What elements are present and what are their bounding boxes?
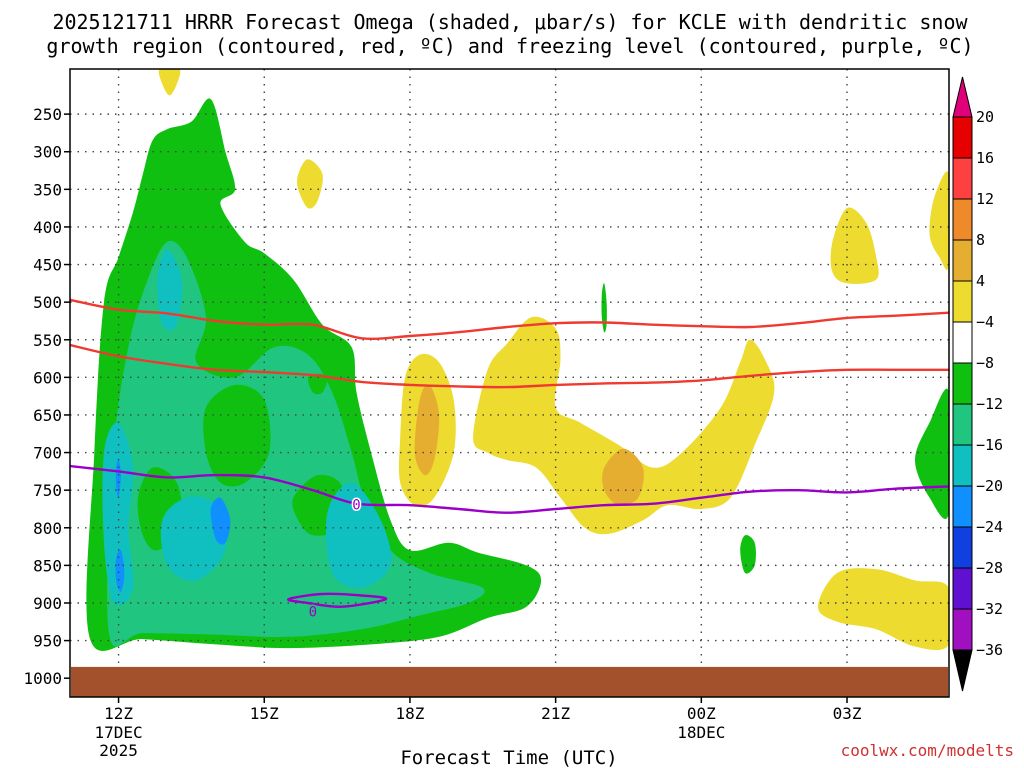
- freezing-level-loop: [287, 592, 388, 608]
- yellow-large: [473, 316, 775, 535]
- y-tick-label-300: 300: [33, 143, 62, 162]
- x-tick-label-03Z: 03Z: [833, 704, 862, 723]
- x-tick-label-21Z: 21Z: [541, 704, 570, 723]
- freezing-level-label: 0: [352, 498, 360, 514]
- colorbar-swatch-4: [952, 280, 973, 323]
- colorbar-label-8: −16: [976, 436, 1003, 454]
- colorbar-bottom-arrow: [952, 649, 973, 692]
- x-tick-label-18Z: 18Z: [395, 704, 424, 723]
- green-hole-1: [203, 384, 271, 487]
- colorbar-label-6: −8: [976, 354, 994, 372]
- cyan-3: [325, 482, 392, 589]
- colorbar-swatch-11: [952, 567, 973, 610]
- y-tick-label-400: 400: [33, 218, 62, 237]
- cyan-4: [102, 422, 134, 606]
- x-axis-title: Forecast Time (UTC): [400, 747, 617, 768]
- colorbar-top-arrow: [952, 76, 973, 118]
- freezing-loop-label: 0: [309, 605, 317, 621]
- y-tick-label-600: 600: [33, 368, 62, 387]
- temperature-contours: 00: [70, 298, 949, 622]
- colorbar-label-3: 8: [976, 231, 985, 249]
- y-tick-label-900: 900: [33, 594, 62, 613]
- colorbar-swatch-2: [952, 198, 973, 241]
- colorbar-label-2: 12: [976, 190, 994, 208]
- yellow-small-330: [297, 159, 323, 209]
- colorbar-label-5: −4: [976, 313, 994, 331]
- x-tick-date-00Z: 18DEC: [677, 723, 725, 742]
- x-tick-date-12Z: 17DEC: [94, 723, 142, 742]
- colorbar-label-7: −12: [976, 395, 1003, 413]
- colorbar: 20 16 12 8 4 −4 −8 −12 −16 −20 −24 −28 −32 −36: [952, 76, 1003, 692]
- y-tick-label-750: 750: [33, 481, 62, 500]
- y-tick-label-450: 450: [33, 256, 62, 275]
- x-tick-year-12Z: 2025: [99, 741, 138, 760]
- colorbar-label-9: −20: [976, 477, 1003, 495]
- ground-band: [71, 666, 948, 697]
- x-tick-label-00Z: 00Z: [687, 704, 716, 723]
- yellow-top-strip: [158, 69, 181, 96]
- colorbar-label-12: −32: [976, 600, 1003, 618]
- orange-1: [414, 384, 440, 476]
- plot-frame: [69, 68, 950, 698]
- y-axis-pressure: 250 300 350 400 450 500 550 600 650 700 750 800 850 9…: [23, 105, 70, 688]
- freezing-level: [70, 464, 949, 514]
- green-small-550: [601, 283, 607, 333]
- yellow-right-900: [817, 568, 949, 651]
- colorbar-swatch-9: [952, 485, 973, 528]
- colorbar-swatch-6: [952, 362, 973, 405]
- colorbar-label-1: 16: [976, 149, 994, 167]
- chart-title-line-2: growth region (contoured, red, ºC) and f…: [46, 34, 973, 58]
- chart-title-line-1: 2025121711 HRRR Forecast Omega (shaded, …: [52, 10, 968, 34]
- colorbar-swatch-10: [952, 526, 973, 569]
- omega-shading: [86, 69, 949, 651]
- colorbar-swatch-1: [952, 157, 973, 200]
- y-tick-label-250: 250: [33, 105, 62, 124]
- colorbar-swatch-5: [952, 321, 973, 364]
- cyan-1: [157, 249, 183, 331]
- blue-1: [210, 497, 231, 545]
- y-tick-label-650: 650: [33, 406, 62, 425]
- credit-text: coolwx.com/modelts: [841, 741, 1014, 760]
- blue-3: [115, 459, 121, 498]
- dgz-upper: [70, 298, 949, 341]
- green-right-edge: [915, 388, 949, 520]
- colorbar-swatch-8: [952, 444, 973, 487]
- orange-2: [602, 448, 644, 506]
- y-tick-label-550: 550: [33, 331, 62, 350]
- colorbar-swatch-7: [952, 403, 973, 446]
- yellow-right-edge: [929, 171, 949, 270]
- colorbar-swatch-3: [952, 239, 973, 282]
- colorbar-label-11: −28: [976, 559, 1003, 577]
- ground-layer: [71, 666, 948, 697]
- colorbar-label-4: 4: [976, 272, 985, 290]
- green-blob-top: [307, 373, 328, 395]
- yellow-right-400: [830, 207, 879, 284]
- y-tick-label-950: 950: [33, 632, 62, 651]
- x-tick-label-12Z: 12Z: [104, 704, 133, 723]
- y-tick-label-350: 350: [33, 180, 62, 199]
- y-tick-label-700: 700: [33, 444, 62, 463]
- dgz-lower: [70, 343, 949, 389]
- colorbar-label-13: −36: [976, 641, 1003, 659]
- y-tick-label-800: 800: [33, 519, 62, 538]
- y-tick-label-850: 850: [33, 556, 62, 575]
- blue-2: [115, 549, 125, 592]
- colorbar-label-10: −24: [976, 518, 1003, 536]
- colorbar-swatch-0: [952, 116, 973, 159]
- colorbar-swatch-12: [952, 608, 973, 651]
- colorbar-label-0: 20: [976, 108, 994, 126]
- y-tick-label-500: 500: [33, 293, 62, 312]
- cyan-2: [160, 496, 227, 581]
- x-tick-label-15Z: 15Z: [250, 704, 279, 723]
- y-tick-label-1000: 1000: [23, 669, 62, 688]
- green-small-830: [740, 535, 756, 574]
